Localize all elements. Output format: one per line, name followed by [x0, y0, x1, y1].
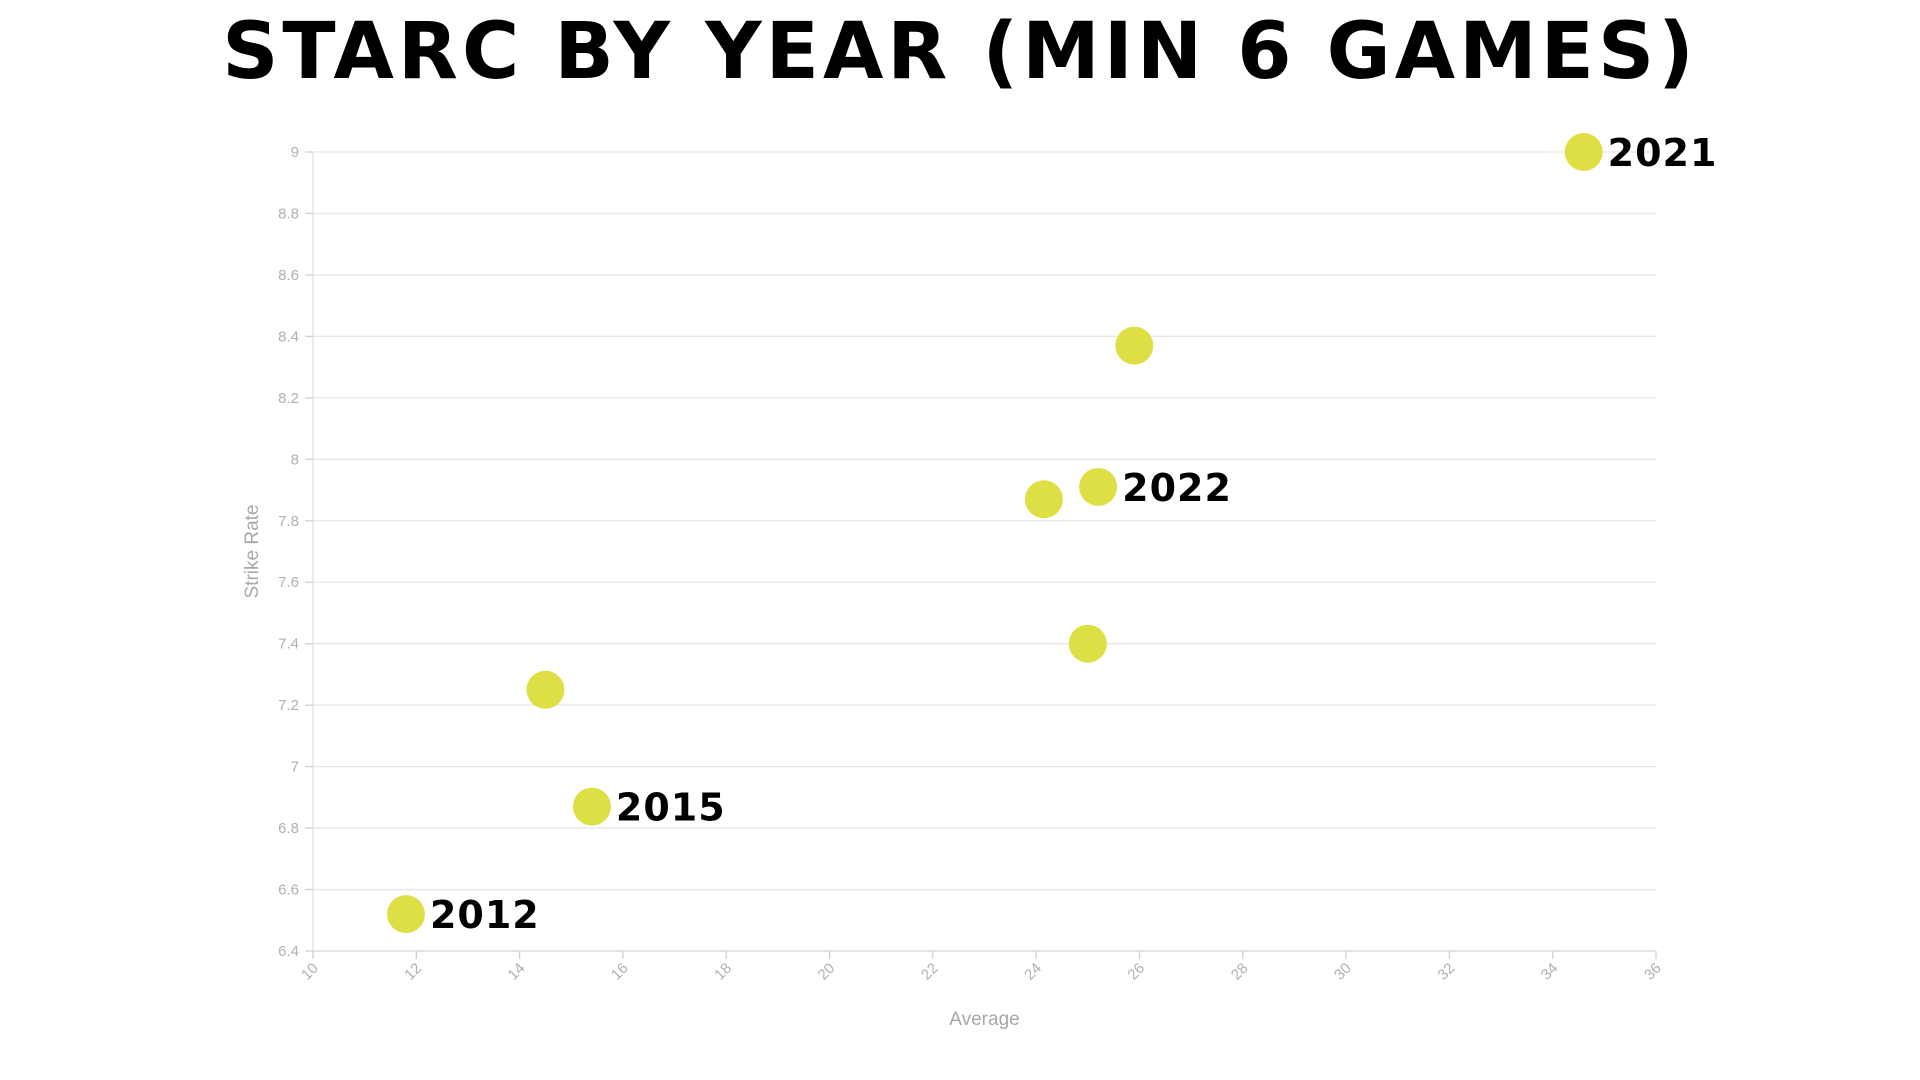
- y-tick-label: 8.6: [278, 267, 299, 284]
- x-tick-label: 18: [711, 960, 735, 984]
- axes: [305, 151, 1657, 959]
- y-tick-labels: 6.4 6.6 6.8 7 7.2 7.4 7.6 7.8 8 8.2 8.4 8.6 8.8 9: [278, 144, 299, 960]
- data-point: [1079, 467, 1118, 506]
- data-point: [1024, 480, 1063, 519]
- y-tick-label: 7.8: [278, 513, 299, 530]
- x-tick-label: 32: [1434, 960, 1458, 984]
- x-tick-label: 22: [918, 960, 942, 984]
- y-tick-label: 6.8: [278, 820, 299, 837]
- gridlines: [313, 151, 1656, 952]
- y-tick-label: 7.4: [278, 636, 299, 653]
- y-tick-label: 6.6: [278, 882, 299, 899]
- y-tick-label: 6.4: [278, 943, 299, 960]
- point-labels: 2012 2015 2022 2021: [430, 131, 1718, 937]
- point-label: 2022: [1122, 466, 1232, 510]
- x-tick-label: 20: [815, 960, 839, 984]
- point-label: 2012: [430, 893, 540, 937]
- data-point: [1115, 326, 1154, 365]
- data-point: [526, 670, 565, 709]
- point-label: 2015: [616, 786, 726, 830]
- data-points: [386, 133, 1603, 934]
- x-tick-label: 12: [401, 960, 425, 984]
- x-tick-label: 30: [1331, 960, 1355, 984]
- x-axis-title: Average: [949, 1009, 1019, 1030]
- x-tick-label: 36: [1641, 960, 1665, 984]
- y-tick-label: 8.8: [278, 205, 299, 222]
- x-tick-label: 26: [1124, 960, 1148, 984]
- y-tick-label: 8.2: [278, 390, 299, 407]
- y-tick-label: 7.2: [278, 697, 299, 714]
- point-label: 2021: [1608, 131, 1718, 175]
- data-point: [572, 787, 611, 826]
- y-tick-label: 7: [291, 759, 299, 776]
- chart-title: STARC BY YEAR (MIN 6 GAMES): [222, 7, 1698, 97]
- x-tick-labels: 10 12 14 16 18 20 22 24 26 28 30 32 34 36: [298, 960, 1665, 984]
- x-tick-label: 14: [505, 960, 529, 984]
- x-tick-label: 16: [608, 960, 632, 984]
- y-tick-label: 7.6: [278, 574, 299, 591]
- data-point: [386, 895, 425, 934]
- y-axis-title: Strike Rate: [242, 505, 263, 599]
- data-point: [1068, 624, 1107, 663]
- x-tick-label: 10: [298, 960, 322, 984]
- x-tick-label: 34: [1538, 960, 1562, 984]
- data-point: [1564, 133, 1603, 171]
- y-tick-label: 9: [291, 144, 299, 161]
- x-tick-label: 28: [1228, 960, 1252, 984]
- x-tick-label: 24: [1021, 960, 1045, 984]
- y-tick-label: 8: [291, 451, 299, 468]
- y-tick-label: 8.4: [278, 328, 299, 345]
